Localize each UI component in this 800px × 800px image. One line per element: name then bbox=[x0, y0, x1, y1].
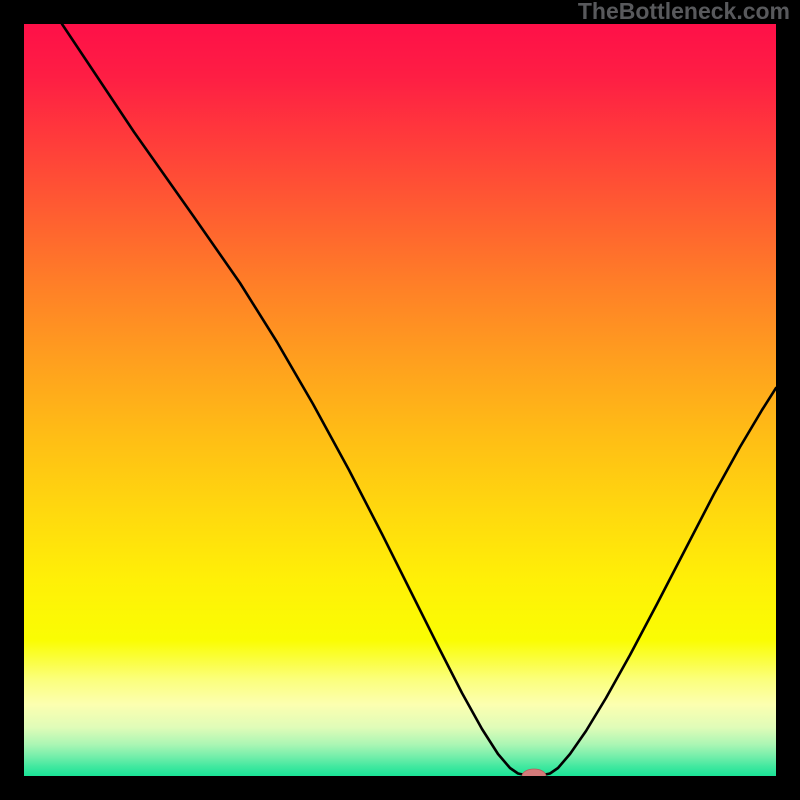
watermark-text: TheBottleneck.com bbox=[578, 0, 790, 25]
bottleneck-chart bbox=[24, 24, 776, 776]
